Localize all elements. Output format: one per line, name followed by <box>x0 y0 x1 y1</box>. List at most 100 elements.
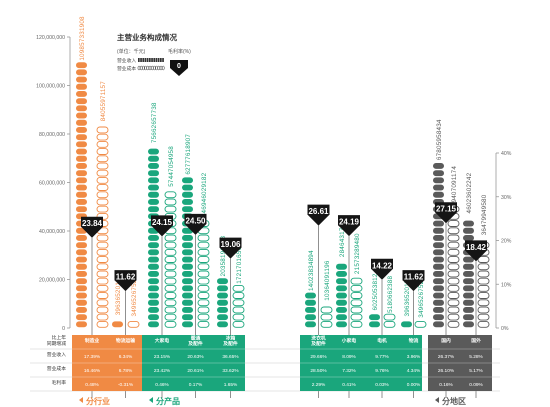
bar-cost-product2-1 <box>350 277 363 328</box>
legend-swatch-revenue <box>151 58 153 62</box>
label-cost-product2-1: 21573289480 <box>354 233 361 274</box>
table-rev-product2-0: 29.66% <box>310 354 327 360</box>
bar-cost-product-0-segment <box>164 320 177 328</box>
bar-revenue-region-0-segment <box>433 321 444 328</box>
bar-revenue-product-1-segment <box>182 206 193 213</box>
bar-revenue-product-2-segment <box>217 285 228 292</box>
bar-revenue-industry-0-segment <box>76 235 87 241</box>
left-axis-tick-label: 40,000,000 <box>39 229 65 235</box>
bar-revenue-product2-3 <box>401 321 412 328</box>
group-title-marker-region <box>435 397 439 403</box>
bar-revenue-region-0-segment <box>433 292 444 299</box>
bar-cost-product-0-segment <box>164 270 177 278</box>
label-cost-region-1: 36479949580 <box>481 194 488 235</box>
right-axis-tick-label: 10% <box>501 282 512 288</box>
label-revenue-product2-2: 6025053812 <box>372 273 379 310</box>
bar-revenue-industry-0-segment <box>76 119 87 126</box>
table-margin-product2-0: 2.29% <box>312 382 326 388</box>
bar-revenue-industry-0-segment <box>76 141 87 148</box>
left-axis-tick-label: 80,000,000 <box>39 132 65 138</box>
table-name-product-1: 暖通 <box>191 335 201 342</box>
margin-badge-product-2-shape <box>219 237 242 259</box>
bar-revenue-region-1-segment <box>463 307 474 313</box>
bar-revenue-product2-1-segment <box>336 285 347 292</box>
bar-revenue-industry-0-segment <box>76 242 87 249</box>
bar-revenue-product2-1-segment <box>336 314 347 321</box>
table-rev-industry-1: 6.34% <box>119 354 133 360</box>
bar-cost-region-1-segment <box>477 320 490 328</box>
bar-cost-region-0-segment <box>447 284 460 292</box>
label-revenue-product2-0: 14023834894 <box>308 250 315 291</box>
legend-swatch-cost <box>139 65 143 71</box>
bar-revenue-region-0-segment <box>433 278 444 285</box>
bar-revenue-product2-0-segment <box>305 307 316 313</box>
bar-revenue-region-1-segment <box>463 220 474 227</box>
bar-cost-region-1-segment <box>477 313 490 321</box>
bar-cost-product-2-segment <box>232 306 245 314</box>
label-cost-region-0: 49407091174 <box>451 166 458 207</box>
table-row-label-2: 营业成本 <box>47 365 66 372</box>
label-revenue-region-0: 67805958434 <box>436 119 443 160</box>
margin-badge-product2-3-shape <box>402 270 425 292</box>
bar-revenue-product-0-segment <box>148 285 159 292</box>
bar-revenue-region-0-segment <box>433 191 444 198</box>
table-name-product2-1: 小家电 <box>341 337 357 344</box>
bar-cost-product2-1-segment <box>350 306 363 314</box>
bar-cost-product-0-segment <box>164 284 177 292</box>
table-name-product2-0: 洗衣机 <box>311 335 326 342</box>
bar-cost-industry-0-segment <box>96 126 109 134</box>
bar-revenue-region-0-segment <box>433 314 444 321</box>
bar-cost-region-1-segment <box>477 256 490 263</box>
table-cost-industry-1: 6.78% <box>119 368 133 374</box>
table-rev-product-0: 23.15% <box>154 354 171 360</box>
legend-swatch-cost <box>155 65 158 71</box>
bar-cost-product-2-segment <box>232 299 245 307</box>
table-margin-region-1: 0.09% <box>469 382 483 388</box>
group-title-marker-product <box>149 397 153 403</box>
table-rev-product2-3: 3.96% <box>407 354 421 360</box>
label-revenue-region-1: 46023602242 <box>466 172 473 213</box>
right-axis-tick-label: 40% <box>501 151 512 157</box>
bar-revenue-product2-0 <box>305 292 316 328</box>
table-name-product2-2: 电机 <box>377 337 387 344</box>
label-revenue-product2-3: 3963652017 <box>404 279 411 316</box>
table-margin-product-0: 0.46% <box>155 382 169 388</box>
bar-cost-region-1-segment <box>477 306 490 314</box>
table-margin-region-0: 0.16% <box>439 382 453 388</box>
bar-revenue-industry-0-segment <box>76 307 87 313</box>
group-title-region: 分地区 <box>442 396 466 406</box>
legend-swatch-revenue <box>153 58 156 62</box>
bar-cost-product-2-segment <box>232 284 245 292</box>
label-cost-industry-1: 3496526752 <box>131 279 138 316</box>
margin-badge-product2-2-shape <box>371 258 393 280</box>
label-cost-product-1: 46946029182 <box>201 172 208 213</box>
bar-cost-product-1 <box>197 220 210 328</box>
bar-cost-product-0-segment <box>164 292 177 299</box>
bar-cost-industry-0-segment <box>96 270 109 278</box>
bar-revenue-product-2-segment <box>217 292 228 299</box>
bar-cost-industry-0-segment <box>96 320 109 328</box>
legend-swatch-cost <box>153 65 156 71</box>
bar-cost-industry-0-segment <box>96 299 109 307</box>
bar-cost-product2-2-segment <box>383 320 396 328</box>
table-cost-product-1: 20.61% <box>187 368 204 374</box>
bar-cost-industry-0-segment <box>96 198 109 206</box>
bar-revenue-product-0 <box>148 148 159 328</box>
bar-revenue-product-0-segment <box>148 242 159 249</box>
left-axis-tick-label: 60,000,000 <box>39 181 65 187</box>
table-margin-industry-0: 0.48% <box>85 382 99 388</box>
bar-revenue-industry-0-segment <box>76 278 87 285</box>
bar-revenue-product-0-segment <box>148 249 159 256</box>
bar-cost-product-0-segment <box>164 277 177 285</box>
bar-cost-product2-2-segment <box>383 313 396 321</box>
label-revenue-product-1: 62777618907 <box>185 134 192 175</box>
bar-revenue-industry-0-segment <box>76 271 87 277</box>
bar-cost-product-2-segment <box>232 320 245 328</box>
bar-revenue-product-1-segment <box>182 278 193 285</box>
bar-revenue-industry-0-segment <box>76 76 87 83</box>
margin-badge-product-1-value: 24.50 <box>185 216 206 225</box>
bar-revenue-industry-0-segment <box>76 177 87 184</box>
bar-cost-product-0-segment <box>164 263 177 271</box>
bar-revenue-industry-0-segment <box>76 134 87 141</box>
left-axis-tick-label: 0 <box>62 326 65 332</box>
